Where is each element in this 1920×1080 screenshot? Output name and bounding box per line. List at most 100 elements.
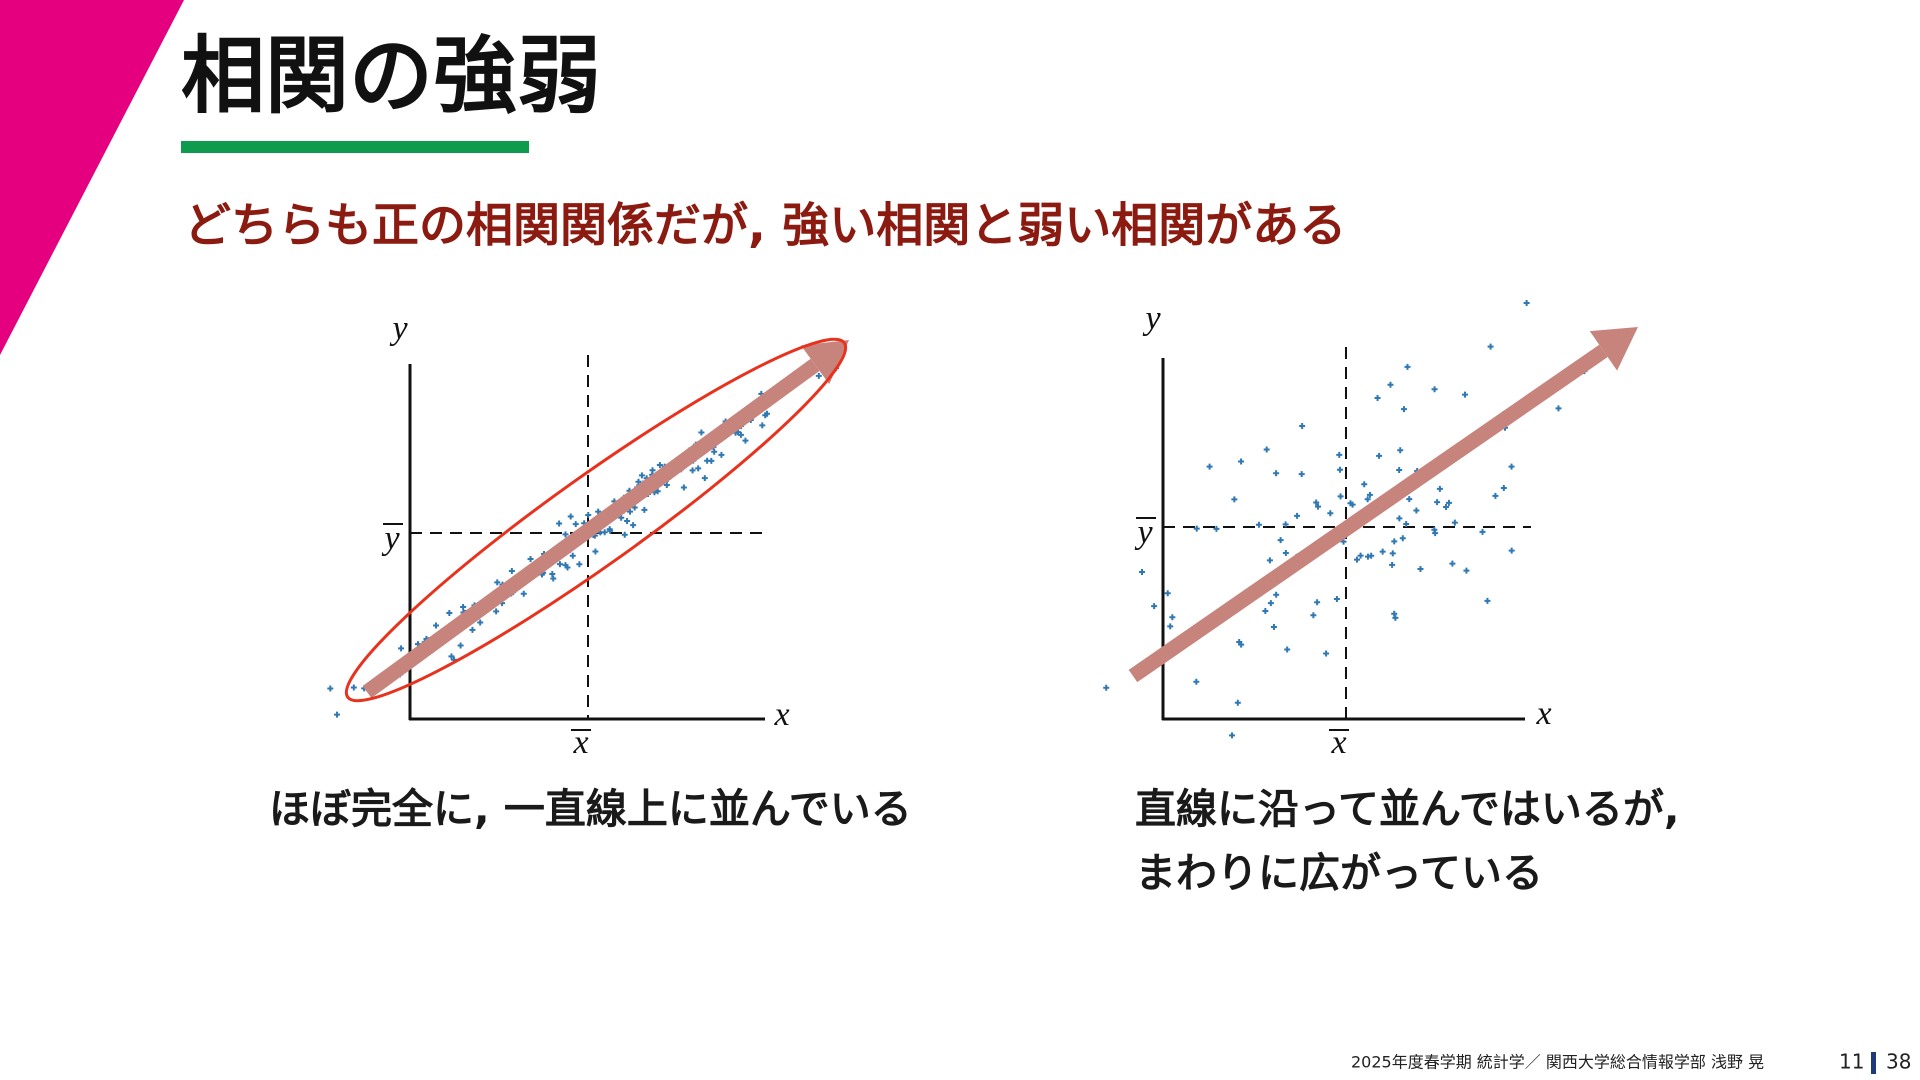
scatter-dot: [656, 462, 663, 469]
scatter-dot: [1389, 550, 1396, 557]
scatter-dot: [1364, 553, 1371, 560]
scatter-dot: [550, 575, 557, 582]
scatter-dot: [649, 467, 656, 474]
scatter-dot: [433, 622, 440, 629]
scatter-dot: [1103, 684, 1110, 691]
caption: まわりに広がっている: [1135, 849, 1543, 897]
scatter-dot: [1298, 471, 1305, 478]
scatter-dot: [592, 548, 599, 555]
scatter-dot: [711, 448, 718, 455]
y-label: y: [1142, 300, 1161, 337]
scatter-dot: [1238, 641, 1245, 648]
scatter-dot: [1353, 556, 1360, 563]
scatter-dot: [1431, 386, 1438, 393]
scatter-dot: [1404, 363, 1411, 370]
scatter-dot: [1169, 614, 1176, 621]
scatter-dot: [448, 653, 455, 660]
scatter-dot: [1167, 623, 1174, 630]
scatter-dot: [1387, 381, 1394, 388]
scatter-dot: [1500, 484, 1507, 491]
scatter-dot: [1337, 493, 1344, 500]
scatter-dot: [527, 555, 534, 562]
scatter-dot: [1255, 521, 1262, 528]
scatter-dot: [562, 562, 569, 569]
scatter-dot: [1392, 614, 1399, 621]
scatter-dot: [1487, 343, 1494, 350]
scatter-dot: [1436, 485, 1443, 492]
scatter-dot: [1327, 510, 1334, 517]
scatter-dot: [663, 481, 670, 488]
page-number: 11: [1839, 1050, 1864, 1074]
scatter-dot: [621, 531, 628, 538]
y-mean-label: y: [1134, 514, 1153, 551]
scatter-dot: [701, 475, 708, 482]
scatter-dot: [1406, 496, 1413, 503]
scatter-dot: [1443, 504, 1450, 511]
scatter-dot: [1314, 599, 1321, 606]
scatter-dot: [1413, 507, 1420, 514]
strong-plot: [327, 337, 849, 721]
footer-course: 2025年度春学期 統計学／ 関西大学総合情報学部 浅野 晃: [1351, 1053, 1764, 1072]
y-mean-label: y: [381, 520, 400, 557]
scatter-dot: [334, 711, 341, 718]
title: 相関の強弱: [181, 27, 601, 125]
scatter-dot: [556, 561, 563, 568]
scatter-dot: [815, 372, 822, 379]
scatter-dot: [1449, 560, 1456, 567]
scatter-dot: [1555, 405, 1562, 412]
scatter-dot: [494, 579, 501, 586]
scatter-dot: [1463, 567, 1470, 574]
scatter-dot: [1374, 395, 1381, 402]
scatter-dot: [562, 531, 569, 538]
subtitle: どちらも正の相関関係だが, 強い相関と弱い相関がある: [184, 199, 1346, 254]
scatter-dot: [469, 626, 476, 633]
scatter-dot: [1139, 568, 1145, 575]
scatter-dot: [763, 410, 770, 417]
x-mean-label: x: [572, 724, 588, 761]
scatter-dot: [1396, 515, 1403, 522]
scatter-dot: [1340, 538, 1347, 545]
scatter-dot: [569, 552, 576, 559]
scatter-dot: [742, 437, 749, 444]
scatter-dot: [1336, 451, 1343, 458]
scatter-dot: [606, 526, 613, 533]
scatter-dot: [1266, 557, 1273, 564]
scatter-dot: [1479, 528, 1486, 535]
scatter-dot: [508, 567, 515, 574]
scatter-dot: [1391, 610, 1398, 617]
scatter-dot: [695, 465, 702, 472]
scatter-dot: [1336, 466, 1343, 473]
trend-arrow-head: [1589, 327, 1638, 371]
scatter-dot: [1417, 565, 1424, 572]
scatter-dot: [460, 604, 467, 611]
scatter-dot: [446, 610, 453, 617]
scatter-dot: [1193, 525, 1200, 532]
scatter-dot: [1193, 678, 1200, 685]
scatter-dot: [1151, 603, 1158, 610]
scatter-dot: [680, 484, 687, 491]
scatter-dot: [704, 457, 711, 464]
trend-arrow-shaft: [362, 358, 820, 699]
scatter-dot: [1231, 496, 1238, 503]
caption: 直線に沿って並んではいるが,: [1135, 785, 1679, 833]
scatter-dot: [1361, 481, 1368, 488]
scatter-dot: [1349, 501, 1356, 508]
scatter-dot: [1262, 607, 1269, 614]
scatter-dot: [641, 506, 648, 513]
scatter-dot: [1238, 458, 1245, 465]
scatter-dot: [1403, 521, 1410, 528]
scatter-dot: [1294, 512, 1301, 519]
scatter-dot: [1357, 552, 1364, 559]
scatter-dot: [1263, 446, 1270, 453]
scatter-dot: [327, 685, 334, 692]
page-separator: [1871, 1052, 1876, 1074]
scatter-dot: [1313, 499, 1320, 506]
scatter-dot: [572, 521, 579, 528]
scatter-dot: [1333, 596, 1340, 603]
scatter-dot: [567, 513, 574, 520]
x-label: x: [773, 696, 789, 733]
scatter-dot: [1397, 447, 1404, 454]
scatter-dot: [1508, 547, 1515, 554]
